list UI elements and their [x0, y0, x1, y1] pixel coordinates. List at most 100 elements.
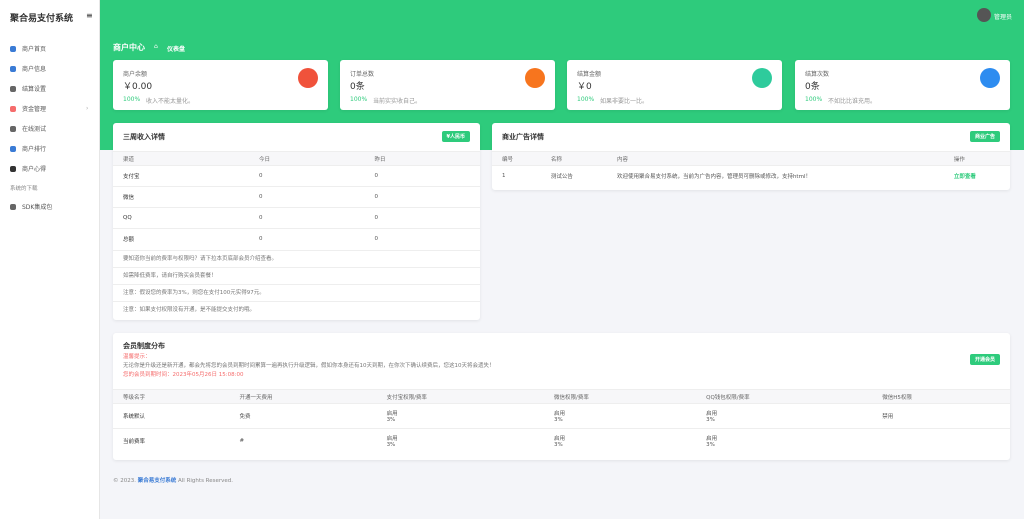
stat-trend: 100% — [123, 96, 141, 103]
chevron: › — [86, 105, 89, 112]
stat-note: 当前实实收自己。 — [373, 98, 422, 105]
cell: 0 — [248, 186, 365, 208]
menu-item[interactable]: SDK集成包 — [10, 202, 52, 211]
menu-label: SDK集成包 — [22, 204, 53, 211]
cell: 0 — [248, 228, 365, 250]
row: 1 测试公告 欢迎使用聚合易支付系统，当前为广告内容，管理员可删除或修改，支持htm… — [492, 165, 1010, 187]
cell: 启用 3% — [543, 403, 697, 429]
stat-card: 结算金额 ￥0 100% 如果非要比一比。 — [567, 60, 782, 110]
cell-line: 3% — [386, 417, 396, 423]
cell: 启用 3% — [696, 428, 873, 454]
note: 注意：如果支付权限没有开通，是不能提交支付的哦。 — [113, 300, 480, 318]
cell: 0 — [248, 165, 365, 187]
menu-label: 商户排行 — [22, 146, 47, 153]
stat-icon — [980, 68, 1000, 88]
cell: 当前费率 — [113, 428, 230, 454]
menu-icon — [10, 105, 16, 112]
menu-label: 结算设置 — [22, 86, 47, 93]
cell[interactable]: 立即查看 — [943, 165, 1010, 187]
sidebar: 聚合易支付系统 ≡ 系统的下载 SDK集成包 商户首页 商户信息 结算设置 资金管理 ›… — [0, 0, 100, 519]
cell-line: 启用 — [553, 436, 565, 443]
stat-icon — [752, 68, 772, 88]
column-header: 渠道 — [113, 151, 249, 166]
cell: 启用 3% — [376, 403, 544, 429]
stat-card: 商户余额 ￥0.00 100% 收入不能太量化。 — [113, 60, 328, 110]
user-name[interactable]: 管理员 — [994, 14, 1013, 21]
header-row: 渠道 今日 昨日 — [113, 151, 480, 166]
menu-item[interactable]: 商户排行 — [10, 144, 46, 153]
stat-note: 收入不能太量化。 — [146, 98, 195, 105]
stat-card: 订单总数 0条 100% 当前实实收自己。 — [340, 60, 555, 110]
button[interactable]: ¥人民币 — [441, 131, 470, 142]
menu-icon — [10, 45, 16, 52]
panel-title: 会员制度分布 — [123, 342, 165, 350]
cell: 禁用 — [872, 403, 1010, 429]
column-header: 操作 — [943, 151, 1010, 166]
column-header: 微信H5权限 — [872, 389, 1010, 404]
header-row: 编号 名称 内容 操作 — [492, 151, 1010, 166]
page-title: 商户中心 — [113, 43, 145, 52]
menu-label: 商户首页 — [22, 46, 47, 53]
menu-item[interactable]: 资金管理 › — [10, 104, 88, 113]
note: 注意：假设您的费率为3%，则您在支付100元实得97元。 — [113, 283, 480, 301]
tip-label: 温馨提示： — [123, 354, 151, 360]
row: 总额 0 0 — [113, 228, 480, 250]
cell: 测试公告 — [540, 165, 607, 187]
row: 微信 0 0 — [113, 186, 480, 208]
button[interactable]: 商业广告 — [969, 131, 1000, 142]
breadcrumb[interactable]: 仪表盘 — [167, 46, 186, 53]
cell: 0 — [364, 228, 480, 250]
stat-value: ￥0.00 — [123, 82, 153, 92]
column-header: 名称 — [540, 151, 607, 166]
stat-icon — [525, 68, 545, 88]
cell: 支付宝 — [113, 165, 249, 187]
cell-line: 启用 — [386, 436, 398, 443]
cell — [872, 428, 1010, 454]
row: 系统默认 免费 启用 3% 启用 3% 启用 3% 禁用 — [113, 403, 1010, 429]
menu-icon — [10, 145, 16, 152]
tip-text: 无论你是升级还是新开通，都会先将您的会员到期时间累算一遍再执行升级逻辑，假如你本… — [123, 363, 495, 369]
column-header: 内容 — [606, 151, 944, 166]
home-icon[interactable]: ⌂ — [154, 43, 158, 50]
menu-item[interactable]: 商户信息 — [10, 64, 46, 73]
section-label: 系统的下载 — [10, 186, 38, 192]
expiry: 您的会员到期时间：2023年05月26日 15:08:00 — [123, 372, 244, 378]
menu-item[interactable]: 商户心得 — [10, 164, 46, 173]
column-header: 昨日 — [364, 151, 480, 166]
menu-icon — [10, 165, 16, 172]
menu-label: 商户信息 — [22, 66, 47, 73]
footer-link[interactable]: 聚合易支付系统 — [137, 478, 177, 484]
cell-line: 启用 — [706, 436, 718, 443]
button[interactable]: 开通会员 — [969, 354, 1000, 365]
cell: 总额 — [113, 228, 249, 250]
cell-line: 启用 — [553, 411, 565, 417]
menu-toggle[interactable]: ≡ — [86, 11, 93, 20]
column-header: 编号 — [492, 151, 541, 166]
cell-line: 启用 — [386, 411, 398, 417]
panel-title: 三周收入详情 — [123, 133, 165, 141]
menu-label: 商户心得 — [22, 166, 47, 173]
stat-card: 结算次数 0条 100% 不如比比谁充用。 — [795, 60, 1010, 110]
row: 当前费率 # 启用 3% 启用 3% 启用 3% — [113, 428, 1010, 454]
stat-trend: 100% — [805, 96, 823, 103]
row: QQ 0 0 — [113, 207, 480, 229]
cell: 启用 3% — [376, 428, 544, 454]
stat-label: 商户余额 — [123, 71, 148, 78]
menu-item[interactable]: 结算设置 — [10, 84, 46, 93]
rights: All Rights Reserved. — [178, 478, 234, 484]
cell: 启用 3% — [696, 403, 873, 429]
cell: 系统默认 — [113, 403, 230, 429]
cell-line: 3% — [553, 442, 563, 449]
copyright: © 2023. — [113, 478, 136, 484]
column-header: 开通一天费用 — [229, 389, 377, 404]
menu-item[interactable]: 商户首页 — [10, 44, 46, 53]
stat-label: 结算金额 — [577, 71, 602, 78]
cell: QQ — [113, 207, 249, 229]
menu-item[interactable]: 在线测试 — [10, 124, 46, 133]
stat-trend: 100% — [577, 96, 595, 103]
note: 要知道你当前的费率与权限吗？请下拉本页底部会员介绍查看。 — [113, 249, 480, 267]
header-row: 等级名字 开通一天费用 支付宝权限/费率 微信权限/费率 QQ钱包权限/费率 微信H5权限 — [113, 389, 1010, 404]
cell-line: 启用 — [706, 411, 718, 417]
avatar[interactable] — [977, 8, 991, 22]
